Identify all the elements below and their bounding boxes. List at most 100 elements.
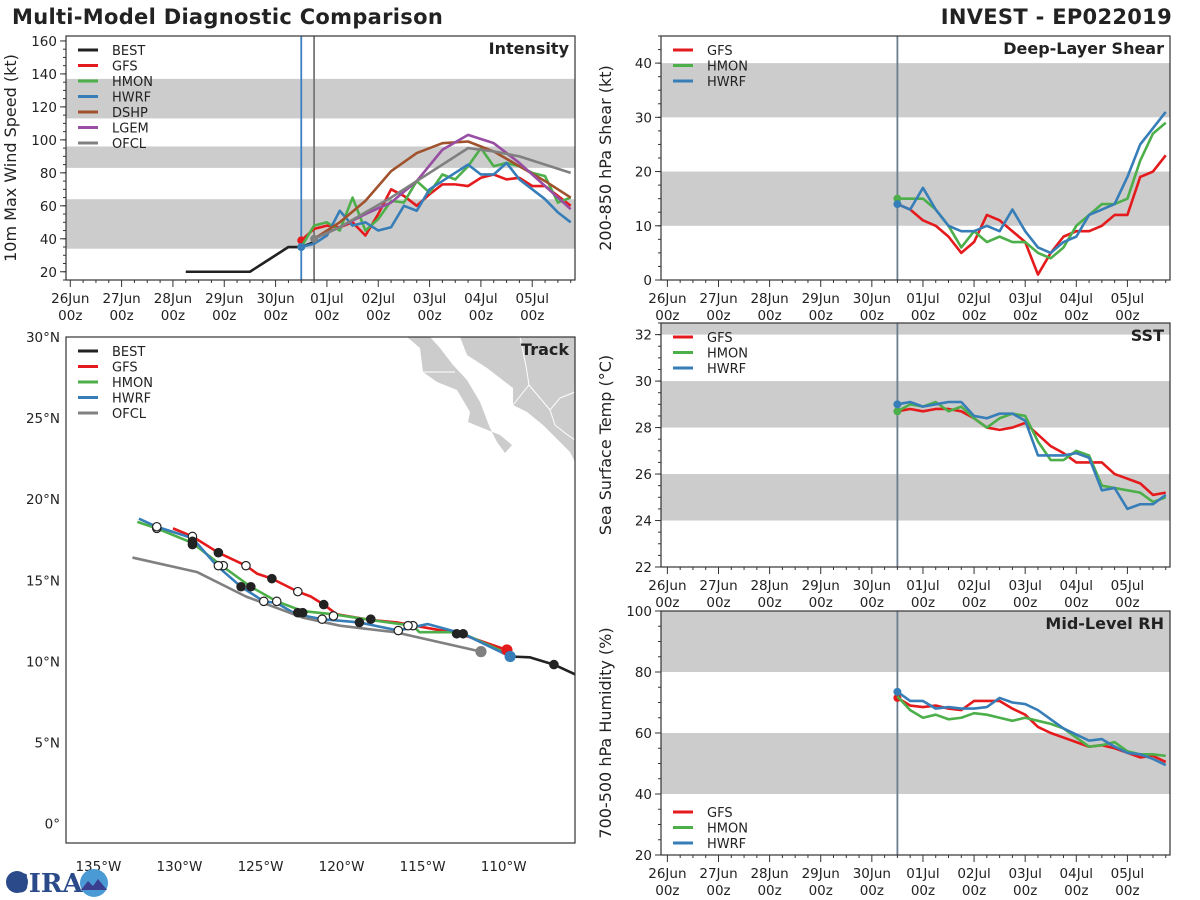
y-tick-label: 22: [635, 560, 652, 576]
state-border: [549, 409, 576, 441]
x-tick-label: 02Jul 00z: [957, 866, 990, 899]
x-tick-label: 26Jun 00z: [648, 291, 686, 324]
track-marker-filled: [236, 581, 246, 592]
series-line-best: [185, 240, 315, 274]
panel-title: Deep-Layer Shear: [1003, 39, 1164, 58]
y-axis-label: 700-500 hPa Humidity (%): [596, 627, 615, 838]
legend-label-gfs: GFS: [707, 806, 733, 821]
track-line-best: [510, 655, 576, 676]
legend-label-ofcl: OFCL: [112, 407, 147, 422]
y-tick-label: 120: [31, 100, 57, 116]
x-tick-label: 01Jul 00z: [310, 291, 343, 324]
legend-label-gfs: GFS: [707, 331, 733, 346]
x-tick-label: 30Jun 00z: [853, 578, 891, 611]
panel-title: Mid-Level RH: [1045, 614, 1164, 633]
track-marker-start: [475, 646, 487, 658]
y-tick-label: 40: [635, 56, 652, 72]
series-line-hwrf: [896, 111, 1167, 255]
track-marker-open: [271, 596, 282, 607]
initial-point-hmon: [893, 407, 902, 416]
legend-label-hmon: HMON: [707, 60, 748, 75]
x-tick-label: 27Jun 00z: [699, 866, 737, 899]
legend-label-gfs: GFS: [707, 44, 733, 59]
initial-point-hwrf: [893, 400, 902, 409]
x-tick-label: 02Jul 00z: [957, 291, 990, 324]
x-tick-label: 28Jun 00z: [154, 291, 192, 324]
x-tick-label: 05Jul 00z: [1111, 291, 1144, 324]
x-tick-label: 04Jul 00z: [1060, 291, 1093, 324]
plot-frame: [65, 35, 576, 281]
shaded-band: [661, 63, 1170, 118]
legend-label-gfs: GFS: [112, 60, 138, 75]
x-tick-label: 04Jul 00z: [464, 291, 497, 324]
legend-label-hmon: HMON: [707, 347, 748, 362]
panel-title: SST: [1131, 326, 1164, 345]
svg-text:CIRA: CIRA: [8, 869, 83, 898]
legend-label-hwrf: HWRF: [707, 837, 746, 852]
page-title: Multi-Model Diagnostic Comparison: [12, 5, 444, 29]
y-tick-label: 140: [31, 67, 57, 83]
series-line-hmon: [896, 695, 1166, 758]
x-tick-label: 05Jul 00z: [1111, 866, 1144, 899]
y-tick-label: 28: [635, 421, 652, 437]
panel-title: Track: [521, 340, 569, 359]
track-marker-open: [151, 521, 162, 532]
track-marker-open: [393, 625, 404, 636]
cira-logo: CIRA: [6, 869, 108, 898]
legend-label-hmon: HMON: [112, 376, 153, 391]
y-tick-label: 100: [31, 133, 57, 149]
y-tick-label: 30: [635, 374, 652, 390]
land-baja-california: [407, 337, 512, 453]
lat-label: 15°N: [26, 573, 60, 589]
track-marker-filled: [451, 628, 462, 639]
y-tick-label: 0: [643, 273, 652, 289]
track-marker-open: [241, 560, 251, 571]
x-tick-label: 29Jun 00z: [802, 291, 840, 324]
lon-label: 120°W: [319, 859, 365, 875]
x-tick-label: 29Jun 00z: [802, 578, 840, 611]
x-tick-label: 26Jun 00z: [648, 578, 686, 611]
initial-point-ofcl: [310, 234, 319, 243]
track-marker-open: [258, 596, 269, 607]
track-marker-open: [213, 560, 224, 571]
x-tick-label: 27Jun 00z: [699, 291, 737, 324]
y-tick-label: 32: [635, 328, 652, 344]
x-tick-label: 26Jun 00z: [648, 866, 686, 899]
x-tick-label: 05Jul 00z: [1111, 578, 1144, 611]
shaded-band: [661, 323, 1170, 335]
track-marker-open: [293, 586, 303, 597]
track-marker-filled: [267, 573, 277, 584]
y-axis-label: 200-850 hPa Shear (kt): [596, 65, 615, 251]
legend-label-best: BEST: [112, 345, 145, 360]
panel-title: Intensity: [489, 39, 570, 58]
shaded-band: [661, 733, 1170, 794]
x-tick-label: 02Jul 00z: [957, 578, 990, 611]
initial-point-hwrf: [893, 200, 902, 209]
shaded-band: [66, 78, 575, 119]
shaded-band: [661, 611, 1170, 672]
track-marker-filled: [213, 547, 224, 558]
lon-label: 115°W: [400, 859, 446, 875]
x-tick-label: 03Jul 00z: [1008, 866, 1041, 899]
x-tick-label: 03Jul 00z: [1008, 291, 1041, 324]
track-marker-filled: [365, 614, 376, 624]
shaded-band: [661, 474, 1170, 521]
y-tick-label: 80: [40, 166, 57, 182]
y-tick-label: 20: [635, 848, 652, 864]
panel-sst: 22 24 26 28 30 32 26Jun 00z 27Jun 00z 28Jun 00z 29Ju…: [596, 322, 1171, 611]
track-marker-filled: [318, 599, 329, 610]
y-tick-label: 100: [626, 604, 652, 620]
plot-frame: [660, 322, 1171, 568]
y-tick-label: 20: [635, 165, 652, 181]
track-marker-filled: [245, 581, 256, 592]
track-marker-open: [317, 614, 327, 624]
x-tick-label: 05Jul 00z: [515, 291, 548, 324]
lon-label: 125°W: [238, 859, 284, 875]
y-tick-label: 160: [31, 34, 57, 50]
y-axis-label: Sea Surface Temp (°C): [596, 355, 615, 535]
series-line-ofcl: [313, 146, 572, 240]
legend-label-gfs: GFS: [112, 361, 138, 376]
x-tick-label: 29Jun 00z: [205, 291, 243, 324]
lon-label: 130°W: [157, 859, 203, 875]
track-marker-filled: [354, 617, 365, 628]
